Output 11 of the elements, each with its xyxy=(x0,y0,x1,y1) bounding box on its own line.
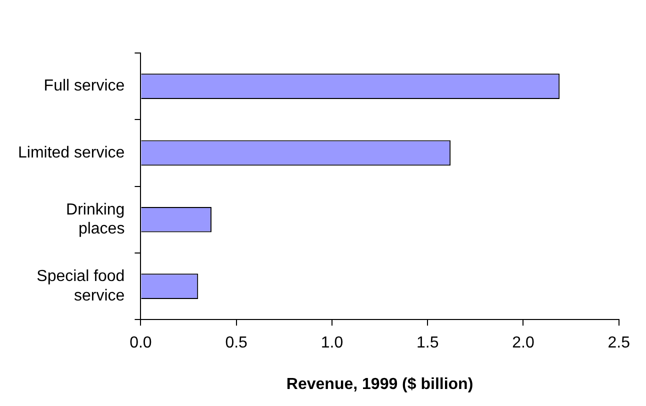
x-tick-label: 1.5 xyxy=(416,334,439,352)
y-tick-label: Full service xyxy=(44,78,125,95)
x-tick-label: 1.0 xyxy=(320,334,344,352)
x-tick-label: 0.5 xyxy=(225,334,248,352)
x-tick-label: 0.0 xyxy=(130,334,152,352)
x-axis-title: Revenue, 1999 ($ billion) xyxy=(286,376,474,393)
x-tick-label: 2.0 xyxy=(512,334,534,352)
y-tick-label: Drinking places xyxy=(66,201,125,238)
y-tick-label: Special food service xyxy=(36,268,125,304)
y-tick-label: Limited service xyxy=(18,144,125,162)
x-tick-label: 2.5 xyxy=(608,334,630,352)
